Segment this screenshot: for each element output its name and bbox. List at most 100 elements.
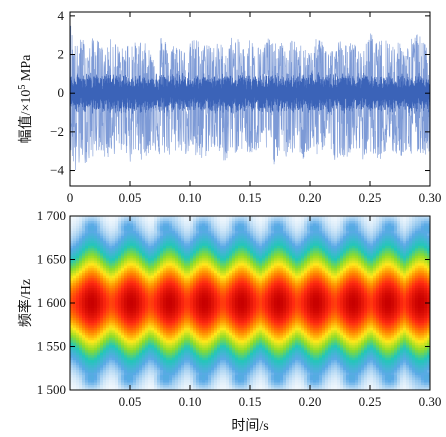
heatmap-cell [91,305,95,309]
heatmap-cell [346,223,350,227]
heatmap-cell [313,216,317,220]
heatmap-cell [355,218,359,222]
heatmap-cell [235,290,239,294]
heatmap-cell [352,230,356,234]
heatmap-cell [277,293,281,297]
heatmap-cell [313,305,317,309]
heatmap-cell [109,240,113,244]
heatmap-cell [169,243,173,247]
heatmap-cell [130,283,134,287]
heatmap-cell [361,218,365,222]
heatmap-cell [139,225,143,230]
heatmap-cell [313,245,317,249]
heatmap-cell [331,270,335,274]
heatmap-cell [91,300,95,304]
heatmap-cell [202,253,206,257]
heatmap-cell [427,233,430,237]
heatmap-cell [202,243,206,247]
heatmap-cell [232,218,236,222]
y-tick-label: 2 [58,47,65,62]
heatmap-cell [157,288,161,292]
heatmap-cell [214,305,218,309]
heatmap-cell [310,235,314,239]
heatmap-cell [325,245,329,249]
heatmap-cell [301,220,305,225]
heatmap-cell [139,315,143,319]
heatmap-cell [217,278,221,282]
heatmap-cell [277,295,281,299]
heatmap-cell [76,273,80,277]
heatmap-cell [115,216,119,220]
heatmap-cell [349,233,353,237]
heatmap-cell [352,305,356,309]
heatmap-cell [259,280,263,284]
heatmap-cell [226,315,230,319]
heatmap-cell [427,307,430,312]
heatmap-cell [118,220,122,225]
heatmap-cell [166,228,170,232]
heatmap-cell [337,312,341,317]
spectrum-heatmap [70,216,430,390]
heatmap-cell [181,255,185,259]
heatmap-cell [367,225,371,230]
heatmap-cell [190,312,194,317]
heatmap-cell [295,270,299,274]
heatmap-cell [268,248,272,252]
heatmap-cell [175,312,179,317]
heatmap-cell [211,288,215,292]
heatmap-cell [382,220,386,225]
heatmap-cell [91,285,95,289]
heatmap-cell [175,273,179,277]
heatmap-cell [115,310,119,314]
heatmap-cell [280,238,284,242]
heatmap-cell [133,255,137,259]
heatmap-cell [373,230,377,234]
heatmap-cell [337,260,341,264]
heatmap-cell [421,305,425,309]
heatmap-cell [343,275,347,279]
heatmap-cell [307,283,311,287]
heatmap-cell [121,273,125,277]
heatmap-cell [418,230,422,234]
heatmap-cell [262,255,266,259]
heatmap-cell [319,280,323,284]
heatmap-cell [97,290,101,294]
heatmap-cell [322,285,326,289]
heatmap-cell [103,238,107,242]
heatmap-cell [361,290,365,294]
heatmap-cell [412,258,416,262]
heatmap-cell [409,305,413,309]
heatmap-cell [358,273,362,277]
heatmap-cell [280,305,284,309]
heatmap-cell [256,307,260,312]
heatmap-cell [262,238,266,242]
heatmap-cell [88,258,92,262]
heatmap-cell [352,260,356,264]
heatmap-cell [277,238,281,242]
heatmap-cell [157,290,161,294]
heatmap-cell [250,315,254,319]
heatmap-cell [136,258,140,262]
heatmap-cell [184,305,188,309]
heatmap-cell [211,310,215,314]
heatmap-cell [307,220,311,225]
heatmap-cell [334,300,338,304]
heatmap-cell [316,273,320,277]
heatmap-cell [79,253,83,257]
heatmap-cell [112,233,116,237]
heatmap-cell [277,270,281,274]
heatmap-cell [187,225,191,230]
heatmap-cell [325,250,329,254]
heatmap-cell [103,270,107,274]
heatmap-cell [235,300,239,304]
heatmap-cell [355,300,359,304]
heatmap-cell [196,303,200,307]
heatmap-cell [88,295,92,299]
heatmap-cell [103,225,107,230]
heatmap-cell [184,273,188,277]
heatmap-cell [331,315,335,319]
heatmap-cell [97,250,101,254]
heatmap-cell [169,245,173,249]
heatmap-cell [205,248,209,252]
heatmap-cell [334,273,338,277]
